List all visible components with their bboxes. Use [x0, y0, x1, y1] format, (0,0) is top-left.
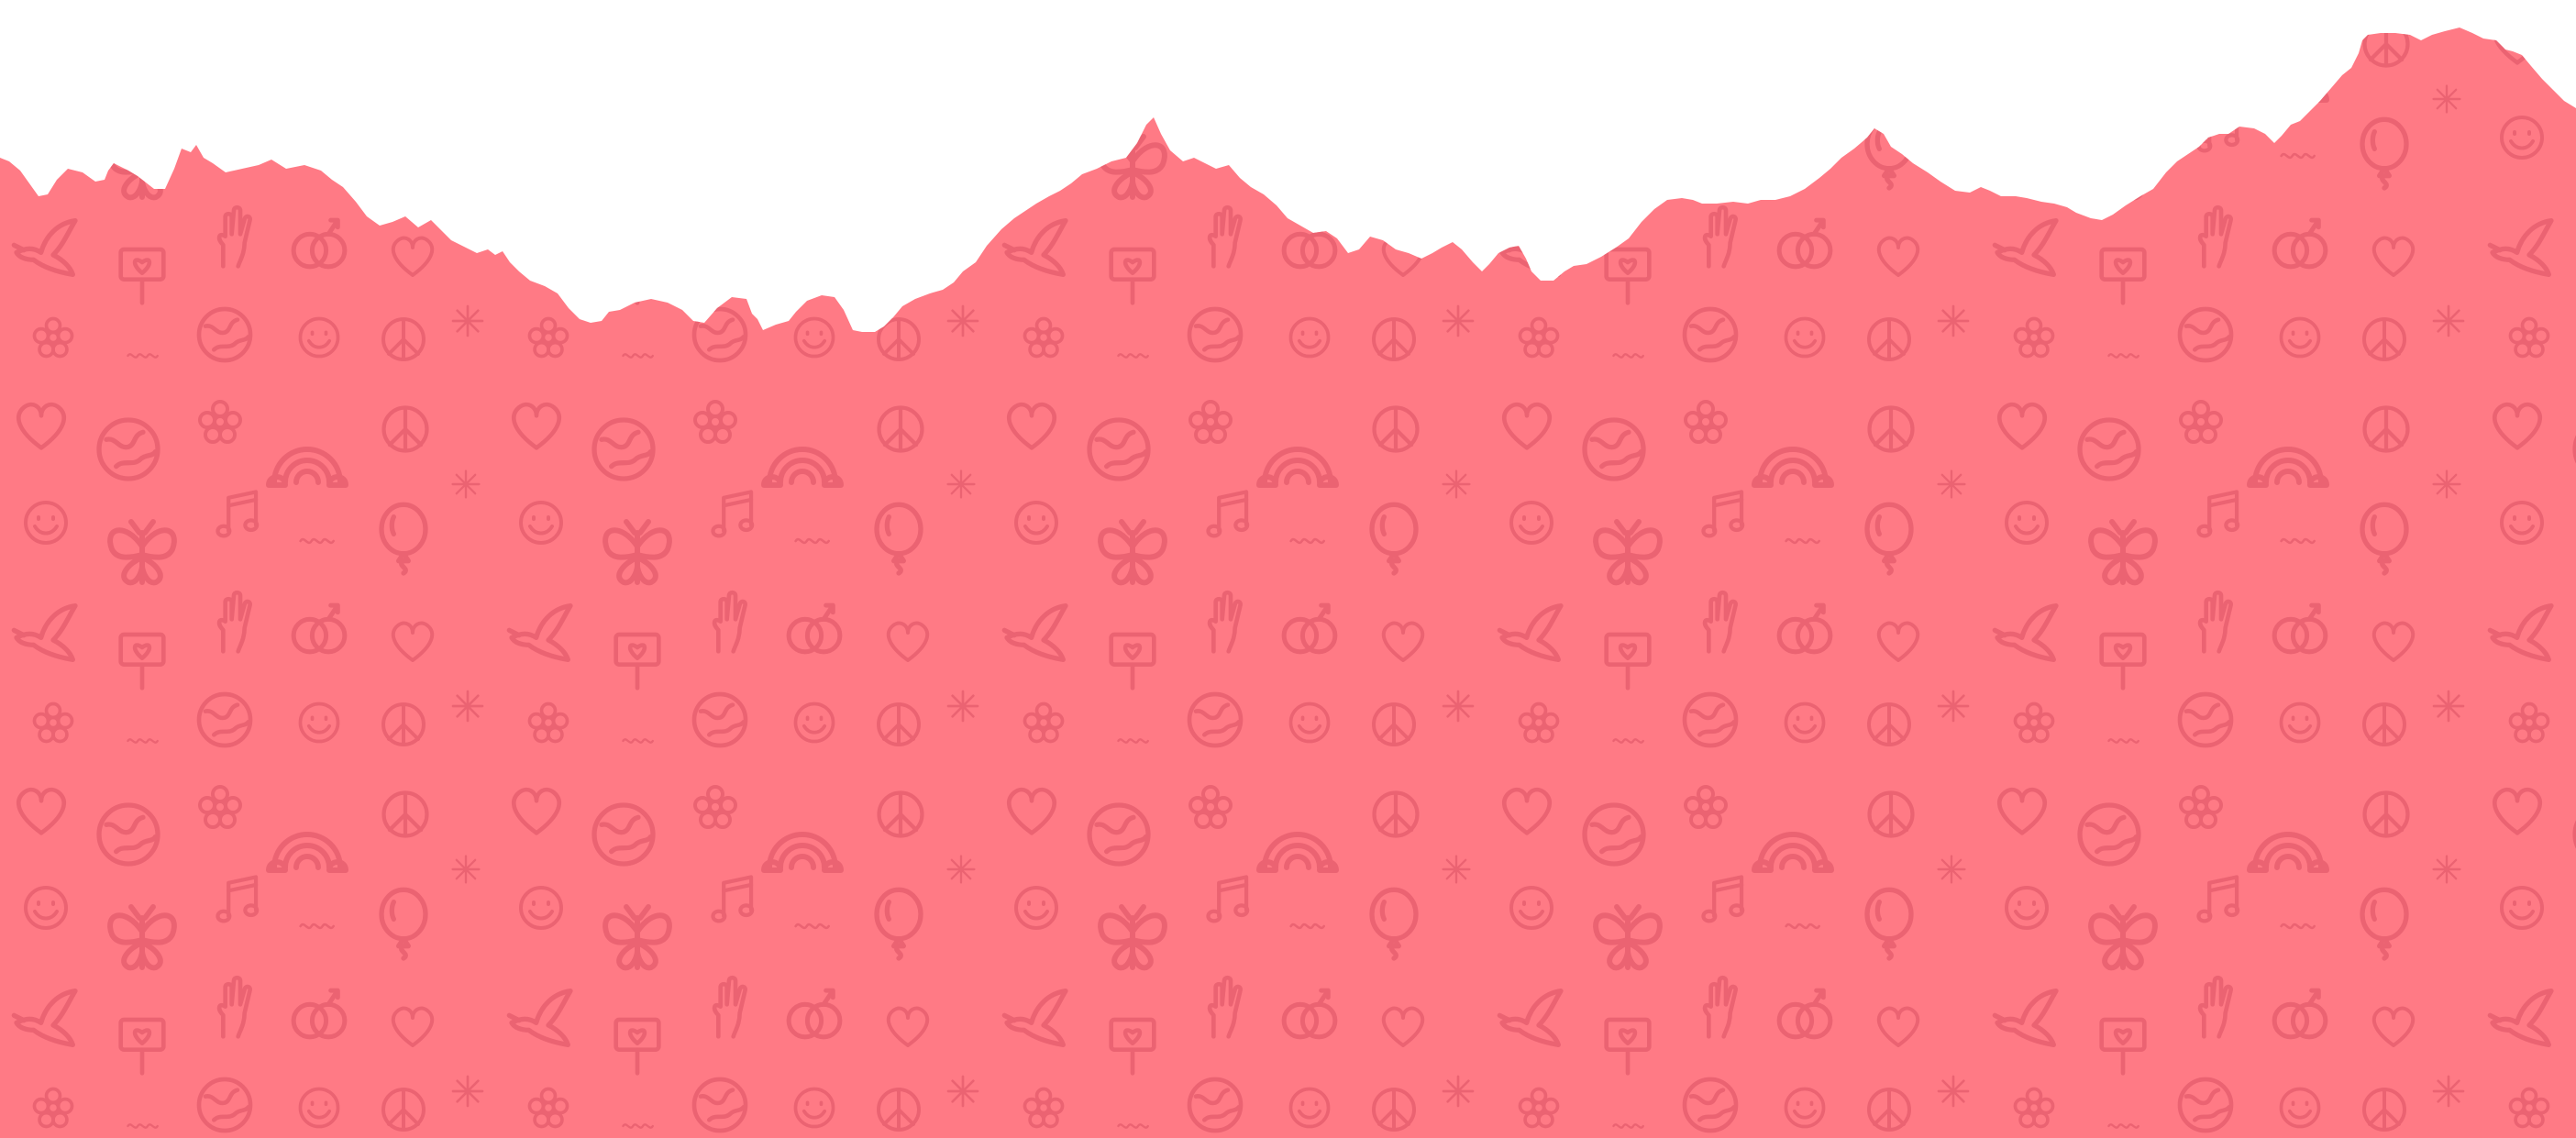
- torn-paper-banner: [0, 28, 2576, 1138]
